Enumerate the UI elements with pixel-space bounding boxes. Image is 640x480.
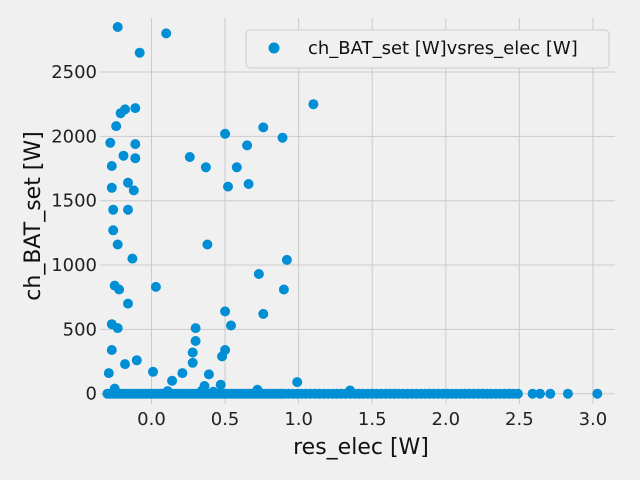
data-point	[527, 388, 538, 399]
data-point	[111, 121, 122, 132]
data-point	[258, 122, 269, 133]
legend-box	[245, 29, 610, 69]
data-point	[281, 254, 292, 265]
data-point	[243, 179, 254, 189]
y-tick-label: 0	[86, 384, 97, 405]
data-point	[114, 284, 125, 295]
data-point	[112, 22, 123, 32]
legend: ch_BAT_set [W]vsres_elec [W]	[245, 29, 610, 69]
y-tick-label: 500	[63, 319, 97, 340]
data-point	[220, 306, 231, 317]
data-point	[242, 140, 253, 151]
y-tick-label: 1000	[51, 255, 97, 276]
data-point	[226, 320, 236, 331]
data-point	[200, 162, 211, 173]
data-point	[106, 182, 117, 193]
data-point	[278, 284, 289, 295]
data-point	[223, 181, 233, 192]
x-tick-label: 0.5	[211, 409, 240, 430]
x-tick-label: 3.0	[579, 409, 608, 430]
data-point	[177, 368, 188, 379]
data-point	[103, 368, 114, 379]
data-point	[253, 269, 264, 279]
y-tick-label: 1500	[51, 191, 97, 212]
data-point	[130, 139, 141, 150]
data-point	[202, 239, 213, 250]
data-point	[105, 137, 116, 148]
data-point	[190, 336, 201, 346]
data-point	[545, 388, 556, 399]
data-point	[130, 153, 141, 164]
data-point	[187, 357, 198, 368]
data-point	[562, 388, 573, 399]
data-point	[128, 185, 139, 196]
data-point	[277, 132, 288, 143]
data-point	[292, 377, 303, 388]
data-point	[112, 239, 123, 250]
data-point	[112, 323, 123, 334]
data-point	[258, 308, 269, 319]
data-point	[308, 99, 319, 110]
data-point	[130, 103, 141, 114]
legend-label: ch_BAT_set [W]vsres_elec [W]	[308, 38, 578, 59]
legend-marker	[268, 42, 280, 54]
x-axis-label: res_elec [W]	[293, 435, 429, 460]
data-point	[120, 104, 130, 115]
data-points	[102, 22, 603, 399]
data-point	[187, 347, 198, 358]
x-tick-label: 1.5	[358, 409, 387, 430]
data-point	[108, 225, 119, 236]
data-point	[512, 388, 523, 399]
data-point	[131, 355, 142, 366]
data-point	[184, 152, 195, 162]
data-point	[123, 177, 133, 188]
x-tick-labels: 0.0 0.5 1.0 1.5 2.0 2.5 3.0	[137, 409, 607, 430]
data-point	[220, 128, 231, 139]
data-point	[203, 369, 214, 380]
data-point	[592, 388, 603, 399]
y-tick-labels: 0 500 1000 1500 2000 2500	[51, 62, 97, 405]
data-point	[215, 379, 226, 390]
data-point	[535, 388, 545, 399]
data-point	[120, 359, 130, 370]
data-point	[161, 28, 172, 39]
data-point	[106, 345, 117, 355]
y-tick-label: 2500	[51, 62, 97, 83]
data-point	[123, 298, 133, 309]
data-point	[217, 351, 228, 362]
x-tick-label: 1.0	[284, 409, 313, 430]
data-point	[231, 162, 242, 173]
data-point	[118, 150, 129, 161]
data-point	[108, 204, 119, 215]
y-axis-label: ch_BAT_set [W]	[21, 131, 46, 300]
data-point	[167, 375, 178, 386]
data-point	[190, 323, 201, 334]
data-point	[123, 204, 133, 215]
x-tick-label: 0.0	[137, 409, 166, 430]
x-tick-label: 2.0	[431, 409, 460, 430]
y-tick-label: 2000	[51, 126, 97, 147]
data-point	[148, 366, 158, 377]
x-tick-label: 2.5	[505, 409, 534, 430]
data-point	[106, 161, 117, 171]
data-point	[150, 281, 161, 292]
data-point	[127, 253, 138, 264]
data-point	[134, 47, 145, 58]
